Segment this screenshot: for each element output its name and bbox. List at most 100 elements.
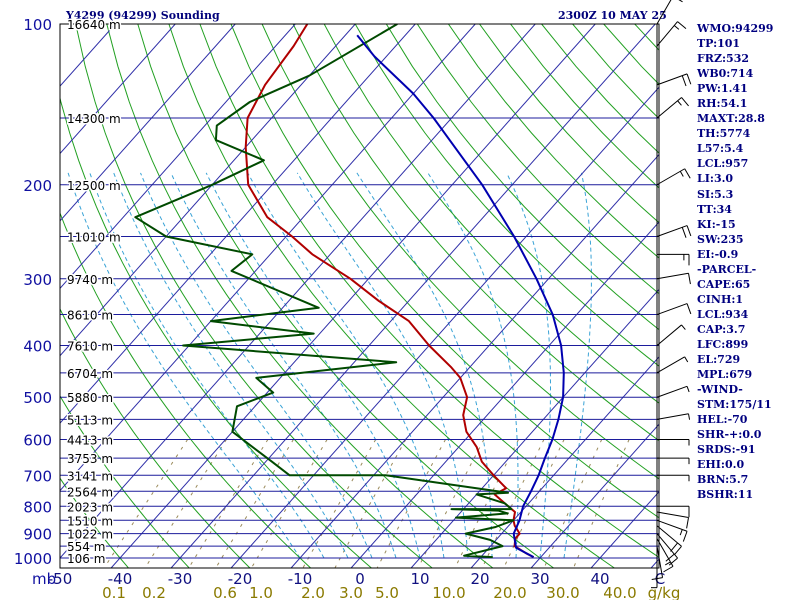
wind-barb-flag xyxy=(651,577,663,581)
mixing-ratio-line xyxy=(302,439,377,568)
index-item: EL:729 xyxy=(697,353,741,367)
index-item: STM:175/11 xyxy=(697,398,772,412)
parcel-trace xyxy=(356,34,565,558)
moist-adiabat xyxy=(140,172,373,559)
mixing-ratio-line xyxy=(144,439,227,568)
isotherm-line xyxy=(0,24,55,568)
wind-barb-flag xyxy=(670,542,678,552)
wind-barb-flag xyxy=(679,529,683,536)
isotherm-line xyxy=(170,24,656,568)
temperature-tick-label: C xyxy=(655,570,665,588)
mixing-ratio-line xyxy=(481,439,545,568)
wind-barb-staff xyxy=(656,303,688,316)
mixing-ratio-label: 0.6 xyxy=(213,584,237,600)
mixing-ratio-label: g/kg xyxy=(648,584,681,600)
height-label: 6704 m xyxy=(67,367,113,381)
height-label: 1510 m xyxy=(67,514,113,528)
wind-barb-staff xyxy=(656,272,689,280)
isotherm-line xyxy=(230,86,659,568)
index-item: TH:5774 xyxy=(697,127,751,141)
isotherm-line xyxy=(60,24,176,155)
wind-barb-flag xyxy=(679,171,684,177)
index-item: MAXT:28.8 xyxy=(697,112,765,126)
pressure-tick-label: 300 xyxy=(23,271,52,289)
wind-barbs xyxy=(651,0,692,589)
mixing-ratio-line xyxy=(376,439,446,568)
pressure-tick-label: 800 xyxy=(23,498,52,516)
height-label: 12500 m xyxy=(67,179,121,193)
height-label: 5113 m xyxy=(67,413,113,427)
index-item: LCL:957 xyxy=(697,157,749,171)
wind-barb-flag xyxy=(681,324,686,330)
moist-adiabat xyxy=(563,172,592,559)
wind-barb-flag xyxy=(686,386,690,393)
moist-adiabat xyxy=(170,172,397,559)
index-item: LI:3.0 xyxy=(697,172,734,186)
height-label: 14300 m xyxy=(67,112,121,126)
mixing-ratio-label: 30.0 xyxy=(546,584,579,600)
wind-barb-flag xyxy=(684,168,691,179)
wind-barb-flag xyxy=(682,531,688,542)
index-item: SI:5.3 xyxy=(697,187,734,201)
wind-barb xyxy=(656,272,691,285)
wind-barb-flag xyxy=(678,0,683,3)
wind-barb xyxy=(657,439,690,446)
temperature-tick-label: 10 xyxy=(410,570,429,588)
wind-barb xyxy=(656,533,678,566)
mixing-ratio-label: 5.0 xyxy=(375,584,399,600)
height-label: 4413 m xyxy=(67,434,113,448)
index-item: SHR-+:0.0 xyxy=(697,428,762,442)
wind-barb xyxy=(656,303,692,316)
height-label: 1022 m xyxy=(67,528,113,542)
dry-adiabat xyxy=(292,24,659,442)
mixing-ratio-line xyxy=(250,439,328,568)
temperature-tick-label: -30 xyxy=(168,570,193,588)
height-label: 3753 m xyxy=(67,452,113,466)
index-item: SW:235 xyxy=(697,232,744,246)
dewpoint-trace xyxy=(134,24,515,559)
mixing-ratio-label: 10.0 xyxy=(432,584,465,600)
wind-barb-flag xyxy=(688,273,691,285)
wind-barb-flag xyxy=(674,545,682,556)
temperature-tick-label: -50 xyxy=(48,570,73,588)
height-label: 8610 m xyxy=(67,309,113,323)
dry-adiabat xyxy=(60,211,312,568)
mixing-ratio-line xyxy=(454,439,519,568)
dry-adiabats xyxy=(60,24,659,568)
index-item: TP:101 xyxy=(697,37,741,51)
wind-barb xyxy=(657,457,690,465)
index-item: CAP:3.7 xyxy=(697,322,746,336)
wind-barb xyxy=(656,97,689,119)
moist-adiabat xyxy=(89,172,325,559)
isotherm-line xyxy=(410,288,659,568)
wind-barb-flag xyxy=(668,557,678,566)
wind-barb xyxy=(656,73,692,87)
index-item: LCL:934 xyxy=(697,307,749,321)
wind-barb-staff xyxy=(656,324,682,346)
wind-barb xyxy=(656,538,674,573)
index-item: EHI:0.0 xyxy=(697,458,745,472)
wind-barb-flag xyxy=(688,413,691,420)
mixing-ratio-label: 0.2 xyxy=(142,584,166,600)
pressure-units-label: mb xyxy=(32,570,56,588)
wind-barb xyxy=(656,519,688,542)
height-label: 3141 m xyxy=(67,469,113,483)
dry-adiabat xyxy=(261,24,659,480)
wind-barb xyxy=(651,555,658,589)
wind-barb-flag xyxy=(677,100,682,106)
dry-adiabat xyxy=(60,307,251,568)
wind-barb xyxy=(656,356,689,374)
wind-barb-staff xyxy=(656,21,678,47)
index-item: TT:34 xyxy=(697,202,732,216)
wind-barb xyxy=(651,546,664,581)
wind-barb xyxy=(656,225,692,238)
pressure-tick-label: 500 xyxy=(23,389,52,407)
isotherm-line xyxy=(350,221,659,568)
temperature-tick-label: -10 xyxy=(288,570,313,588)
mixing-ratio-label: 2.0 xyxy=(301,584,325,600)
dry-adiabat xyxy=(385,24,659,331)
wind-barb-flag xyxy=(681,75,687,87)
index-item: L57:5.4 xyxy=(697,142,744,156)
mixing-ratio-line xyxy=(417,439,485,568)
moist-adiabat xyxy=(247,172,445,559)
